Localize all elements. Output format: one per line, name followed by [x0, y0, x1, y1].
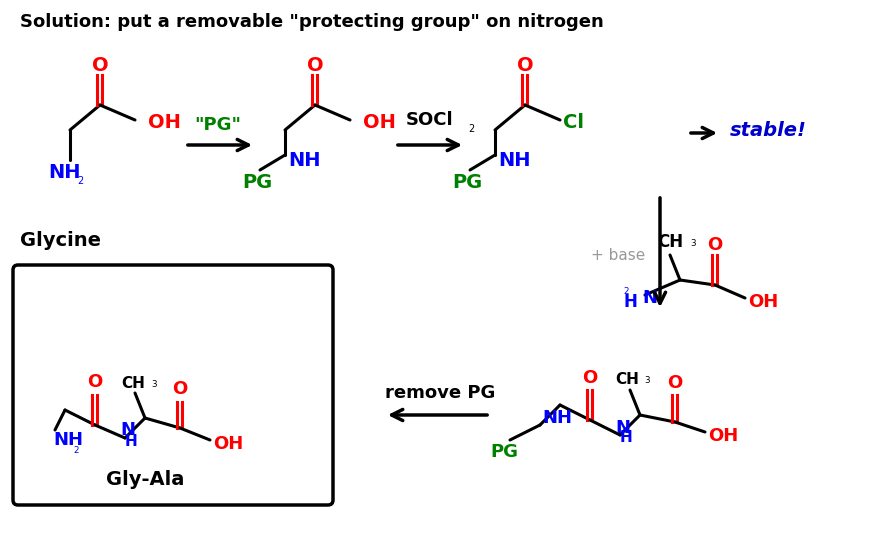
Text: CH: CH — [656, 233, 682, 251]
Text: stable!: stable! — [729, 121, 806, 139]
Text: Glycine: Glycine — [20, 231, 101, 249]
Text: CH: CH — [614, 373, 638, 388]
Text: O: O — [581, 369, 597, 387]
Text: OH: OH — [707, 427, 738, 445]
Text: OH: OH — [362, 113, 395, 131]
Text: H: H — [620, 430, 632, 445]
Text: $_2$: $_2$ — [77, 173, 84, 187]
Text: + base: + base — [590, 247, 644, 263]
Text: $_2$: $_2$ — [468, 121, 474, 135]
Text: O: O — [516, 56, 533, 75]
Text: O: O — [706, 236, 722, 254]
Text: OH: OH — [213, 435, 243, 453]
Text: O: O — [87, 373, 103, 391]
Text: OH: OH — [747, 293, 778, 311]
Text: N: N — [120, 421, 135, 439]
Text: remove PG: remove PG — [384, 384, 494, 402]
Text: N: N — [641, 289, 656, 307]
Text: O: O — [307, 56, 323, 75]
Text: PG: PG — [242, 172, 272, 192]
Text: NH: NH — [53, 431, 83, 449]
Text: O: O — [91, 56, 108, 75]
Text: $_3$: $_3$ — [151, 376, 158, 389]
Text: Gly-Ala: Gly-Ala — [106, 470, 184, 490]
Text: OH: OH — [148, 113, 181, 131]
FancyBboxPatch shape — [13, 265, 333, 505]
Text: NH: NH — [49, 162, 81, 182]
Text: H: H — [622, 293, 636, 311]
Text: CH: CH — [121, 375, 145, 390]
Text: "PG": "PG" — [195, 116, 242, 134]
Text: NH: NH — [288, 151, 320, 169]
Text: H: H — [125, 435, 137, 450]
Text: NH: NH — [541, 409, 571, 427]
Text: $_2$: $_2$ — [73, 444, 80, 457]
Text: $_3$: $_3$ — [689, 235, 696, 248]
Text: PG: PG — [489, 443, 517, 461]
Text: SOCl: SOCl — [406, 111, 454, 129]
Text: Solution: put a removable "protecting group" on nitrogen: Solution: put a removable "protecting gr… — [20, 13, 603, 31]
Text: N: N — [614, 419, 629, 437]
Text: NH: NH — [497, 151, 530, 169]
Text: PG: PG — [452, 172, 481, 192]
Text: O: O — [172, 380, 188, 398]
Text: $_3$: $_3$ — [643, 373, 650, 387]
Text: $_2$: $_2$ — [622, 284, 629, 296]
Text: Cl: Cl — [562, 113, 583, 131]
Text: O: O — [667, 374, 682, 392]
